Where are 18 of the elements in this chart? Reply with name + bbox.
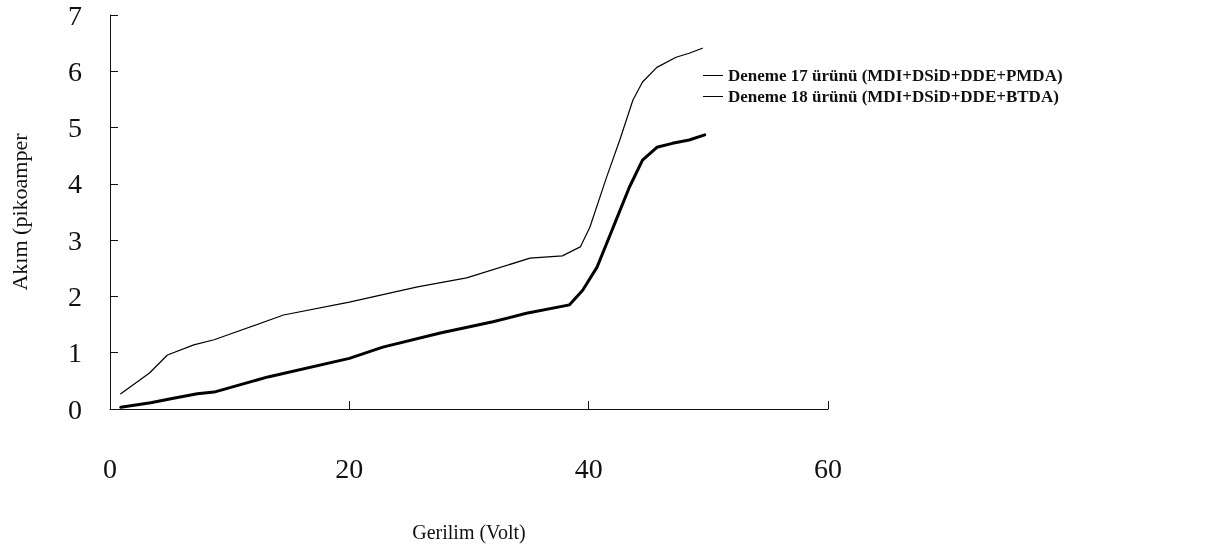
x-tick-label: 60 <box>814 452 842 484</box>
y-tick-label: 4 <box>68 168 82 200</box>
y-axis-title: Akım (pikoamper <box>6 132 32 291</box>
line-series <box>120 47 703 395</box>
y-tick-label: 7 <box>68 0 82 31</box>
x-axis-title: Gerilim (Volt) <box>412 521 526 544</box>
legend-label: Deneme 18 ürünü (MDI+DSiD+DDE+BTDA) <box>728 87 1059 106</box>
legend-label: Deneme 17 ürünü (MDI+DSiD+DDE+PMDA) <box>728 66 1063 85</box>
y-tick-label: 5 <box>68 112 82 144</box>
y-tick-label: 2 <box>68 280 82 312</box>
x-tick-label: 20 <box>335 452 364 484</box>
line-series <box>119 133 707 409</box>
x-tick-label: 40 <box>574 452 603 484</box>
y-tick-label: 3 <box>68 224 82 256</box>
y-tick-label: 0 <box>68 393 82 425</box>
x-tick-label: 0 <box>103 452 117 484</box>
y-tick-label: 6 <box>68 55 82 87</box>
y-tick-label: 1 <box>68 337 82 369</box>
